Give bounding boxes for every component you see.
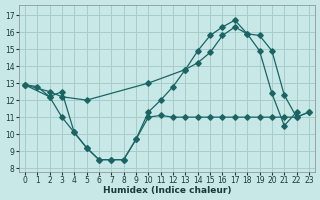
X-axis label: Humidex (Indice chaleur): Humidex (Indice chaleur) (103, 186, 231, 195)
